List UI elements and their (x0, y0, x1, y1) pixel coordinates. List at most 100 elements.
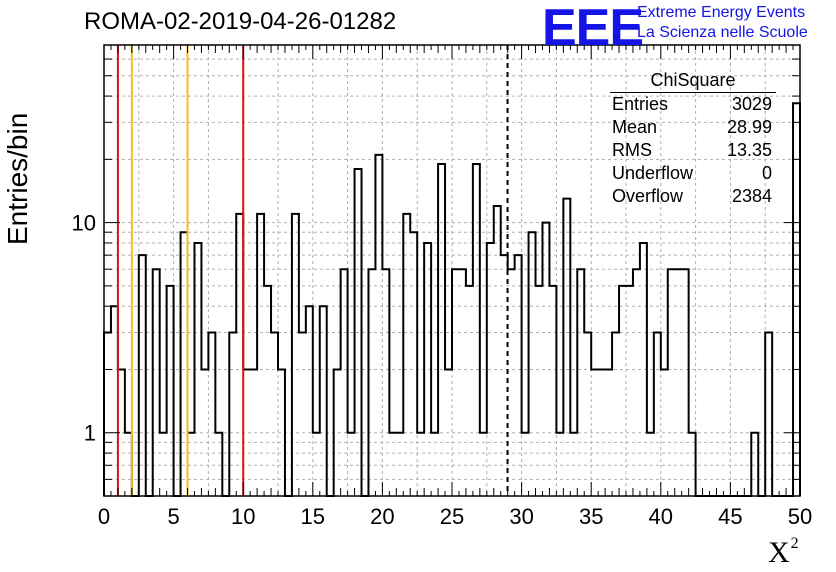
histogram-bin (236, 214, 243, 496)
histogram-bin (410, 232, 417, 496)
histogram-bin (215, 433, 222, 496)
histogram-bin (417, 433, 424, 496)
histogram-bin (515, 255, 522, 496)
histogram-bin (556, 433, 563, 496)
histogram-bin (598, 369, 605, 496)
histogram-bin (271, 332, 278, 496)
histogram-bin (341, 269, 348, 496)
histogram-bin (153, 269, 160, 496)
stats-title: ChiSquare (610, 70, 776, 93)
histogram-bin (201, 369, 208, 496)
histogram-bin (668, 269, 675, 496)
x-tick-label: 5 (167, 504, 179, 529)
eee-logo: EEE (542, 0, 644, 57)
histogram-bin (368, 269, 375, 496)
x-tick-label: 45 (718, 504, 742, 529)
stat-row-entries: Entries 3029 (612, 94, 772, 114)
y-tick-labels: 1 10 (72, 211, 96, 446)
histogram-bin (480, 433, 487, 496)
histogram-bin (306, 306, 313, 496)
histogram-bin (167, 286, 174, 496)
logo-line-2: La Scienza nelle Scuole (637, 24, 808, 41)
histogram-bin (536, 286, 543, 496)
histogram-bin (257, 214, 264, 496)
histogram-bin (522, 433, 529, 496)
histogram-bin (355, 169, 362, 496)
histogram-bin (508, 269, 515, 496)
histogram-bin (675, 269, 682, 496)
histogram-bin (549, 286, 556, 496)
x-tick-label: 30 (509, 504, 533, 529)
histogram-bin (382, 269, 389, 496)
histogram-bin (542, 223, 549, 496)
x-tick-label: 50 (788, 504, 812, 529)
histogram-bin (396, 433, 403, 496)
reference-lines (116, 45, 509, 496)
histogram-bin (473, 164, 480, 496)
histogram-bin (605, 369, 612, 496)
histogram-bin (529, 232, 536, 496)
histogram-bin (188, 433, 195, 496)
histogram-bin (654, 332, 661, 496)
histogram-bin (612, 332, 619, 496)
histogram-bin (424, 243, 431, 496)
histogram-bin (403, 214, 410, 496)
histogram-bin (111, 306, 118, 496)
logo-line-1: Extreme Energy Events (637, 4, 806, 21)
stat-row-underflow: Underflow 0 (612, 163, 772, 183)
x-axis-label: X2 (768, 535, 799, 569)
histogram-bin (682, 269, 689, 496)
x-tick-label: 15 (301, 504, 325, 529)
histogram-bin (243, 369, 250, 496)
histogram-bin (139, 255, 146, 496)
stats-box: ChiSquare Entries 3029 Mean 28.99 RMS 13.35… (610, 70, 776, 208)
histogram-bin (208, 332, 215, 496)
histogram-bin (452, 269, 459, 496)
histogram-bin (264, 286, 271, 496)
stat-row-overflow: Overflow 2384 (612, 186, 772, 206)
histogram-bin (229, 332, 236, 496)
histogram-bin (445, 369, 452, 496)
stat-row-mean: Mean 28.99 (612, 117, 772, 137)
histogram-bin (584, 332, 591, 496)
x-tick-labels: 0 5 10 15 20 25 30 35 40 45 50 (98, 504, 812, 529)
histogram-bin (375, 155, 382, 496)
histogram-bin (250, 369, 257, 496)
histogram-bin (487, 243, 494, 496)
x-tick-label: 25 (440, 504, 464, 529)
histogram-bin (438, 164, 445, 496)
histogram-bin (577, 269, 584, 496)
y-tick-label: 10 (72, 211, 96, 236)
histogram-bin (104, 332, 111, 496)
histogram-bin (125, 433, 132, 496)
histogram-bin (765, 332, 772, 496)
histogram-bin (194, 243, 201, 496)
histogram-bin (570, 433, 577, 496)
histogram-bin (320, 306, 327, 496)
histogram-bin (334, 369, 341, 496)
histogram-bin (494, 206, 501, 496)
x-tick-label: 10 (231, 504, 255, 529)
histogram-bin (160, 433, 167, 496)
histogram-bin (689, 433, 696, 496)
histogram-bin (661, 369, 668, 496)
x-tick-label: 20 (370, 504, 394, 529)
axis-ticks (103, 45, 801, 496)
histogram-bin (751, 433, 758, 496)
histogram-bin (563, 199, 570, 496)
histogram-bin (619, 286, 626, 496)
histogram-bin (292, 214, 299, 496)
run-title: ROMA-02-2019-04-26-01282 (84, 8, 397, 35)
histogram-bin (793, 103, 800, 496)
histogram-bars (103, 102, 801, 497)
stat-row-rms: RMS 13.35 (612, 140, 772, 160)
histogram-bin (626, 286, 633, 496)
histogram-bin (348, 433, 355, 496)
histogram-bin (299, 332, 306, 496)
histogram-bin (640, 243, 647, 496)
histogram-bin (313, 433, 320, 496)
histogram-bin (591, 369, 598, 496)
histogram-bin (466, 286, 473, 496)
histogram-bin (431, 433, 438, 496)
